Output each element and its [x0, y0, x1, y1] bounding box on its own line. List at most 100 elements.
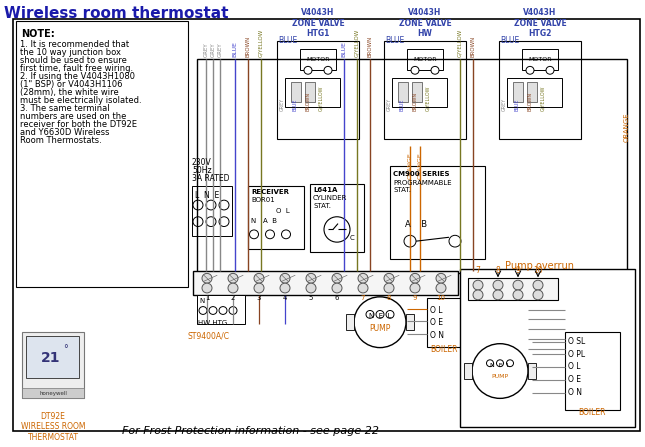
- Circle shape: [219, 217, 229, 227]
- Circle shape: [199, 307, 207, 314]
- Bar: [407, 49, 443, 70]
- Circle shape: [306, 274, 316, 283]
- Text: G/YELLOW: G/YELLOW: [426, 86, 430, 111]
- Text: BLUE: BLUE: [232, 41, 237, 57]
- Circle shape: [193, 217, 203, 227]
- Text: (28mm), the white wire: (28mm), the white wire: [20, 88, 119, 97]
- Text: ORANGE: ORANGE: [417, 152, 422, 179]
- Text: CM900 SERIES: CM900 SERIES: [393, 171, 450, 177]
- Circle shape: [206, 217, 216, 227]
- Text: O N: O N: [430, 331, 444, 340]
- Text: the 10 way junction box: the 10 way junction box: [20, 48, 121, 57]
- Bar: [193, 271, 458, 295]
- Text: PROGRAMMABLE: PROGRAMMABLE: [393, 180, 452, 186]
- Text: For Frost Protection information - see page 22: For Frost Protection information - see p…: [121, 426, 379, 436]
- Text: ORANGE: ORANGE: [408, 152, 413, 179]
- Circle shape: [526, 67, 534, 74]
- Circle shape: [386, 311, 394, 318]
- Bar: [192, 186, 232, 236]
- Bar: [197, 295, 245, 324]
- Circle shape: [304, 67, 312, 74]
- Text: BROWN: BROWN: [246, 35, 250, 57]
- Text: C: C: [350, 235, 355, 241]
- Bar: [427, 298, 462, 346]
- Circle shape: [513, 290, 523, 300]
- Text: O E: O E: [430, 318, 443, 327]
- Text: ST9400A/C: ST9400A/C: [188, 332, 230, 341]
- Text: L  N  E: L N E: [195, 191, 219, 200]
- Circle shape: [228, 283, 238, 293]
- Circle shape: [384, 274, 394, 283]
- Text: O N: O N: [568, 388, 582, 396]
- Circle shape: [250, 230, 259, 239]
- Text: A    B: A B: [405, 219, 427, 229]
- Circle shape: [219, 200, 229, 210]
- Bar: [277, 41, 359, 139]
- Circle shape: [493, 290, 503, 300]
- Text: 3: 3: [257, 295, 261, 301]
- Bar: [406, 314, 414, 330]
- Circle shape: [306, 283, 316, 293]
- Circle shape: [486, 360, 493, 367]
- Text: O E: O E: [568, 375, 581, 384]
- Bar: [248, 186, 304, 249]
- Circle shape: [384, 283, 394, 293]
- Circle shape: [410, 274, 420, 283]
- Text: 1. It is recommended that: 1. It is recommended that: [20, 40, 129, 49]
- Circle shape: [366, 311, 374, 318]
- Text: 2: 2: [231, 295, 235, 301]
- Bar: [464, 363, 472, 379]
- Text: 10: 10: [437, 295, 446, 301]
- Text: (1" BSP) or V4043H1106: (1" BSP) or V4043H1106: [20, 80, 123, 89]
- Text: PUMP: PUMP: [491, 375, 508, 380]
- Text: O SL: O SL: [568, 337, 585, 346]
- Text: DT92E
WIRELESS ROOM
THERMOSTAT: DT92E WIRELESS ROOM THERMOSTAT: [21, 412, 85, 442]
- Text: BOILER: BOILER: [579, 408, 606, 417]
- Bar: [527, 82, 537, 101]
- Circle shape: [546, 67, 554, 74]
- Circle shape: [473, 290, 483, 300]
- Text: G/YELLOW: G/YELLOW: [259, 28, 264, 57]
- Text: BLUE: BLUE: [341, 41, 346, 57]
- Text: BOILER: BOILER: [430, 345, 458, 354]
- Circle shape: [497, 360, 504, 367]
- Text: V4043H
ZONE VALVE
HW: V4043H ZONE VALVE HW: [399, 8, 452, 38]
- Text: 9: 9: [515, 266, 521, 275]
- Circle shape: [493, 280, 503, 290]
- Text: O PL: O PL: [568, 350, 585, 358]
- Text: O  L: O L: [276, 208, 290, 214]
- Text: 9: 9: [413, 295, 417, 301]
- Circle shape: [202, 274, 212, 283]
- Text: 3A RATED: 3A RATED: [192, 174, 230, 183]
- Circle shape: [506, 360, 513, 367]
- Bar: [346, 314, 354, 330]
- Text: BROWN: BROWN: [368, 35, 373, 57]
- Circle shape: [280, 283, 290, 293]
- Text: G/YELLOW: G/YELLOW: [355, 28, 359, 57]
- Circle shape: [358, 283, 368, 293]
- Circle shape: [280, 274, 290, 283]
- Circle shape: [404, 235, 416, 247]
- Text: numbers are used on the: numbers are used on the: [20, 112, 126, 121]
- Text: 10: 10: [533, 266, 543, 275]
- Circle shape: [266, 230, 275, 239]
- Circle shape: [254, 283, 264, 293]
- Circle shape: [193, 200, 203, 210]
- Bar: [22, 332, 84, 398]
- Circle shape: [354, 297, 406, 348]
- Text: NOTE:: NOTE:: [21, 30, 55, 39]
- Circle shape: [206, 200, 216, 210]
- Circle shape: [332, 274, 342, 283]
- Text: N: N: [199, 298, 204, 304]
- Circle shape: [219, 307, 227, 314]
- Text: GREY: GREY: [204, 42, 208, 57]
- Circle shape: [533, 280, 543, 290]
- Bar: [26, 336, 79, 378]
- Text: G/YELLOW: G/YELLOW: [457, 28, 462, 57]
- Text: O L: O L: [430, 306, 442, 315]
- Text: 3. The same terminal: 3. The same terminal: [20, 104, 110, 113]
- Text: BROWN: BROWN: [528, 92, 533, 111]
- Text: 7: 7: [475, 266, 481, 275]
- Circle shape: [281, 230, 290, 239]
- Bar: [285, 78, 340, 107]
